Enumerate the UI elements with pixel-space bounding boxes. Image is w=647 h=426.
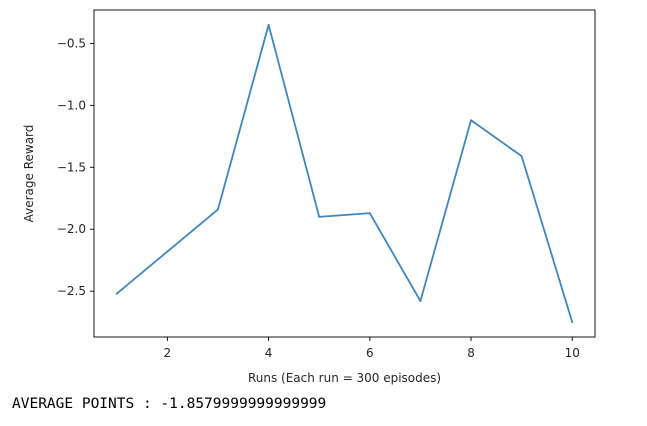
- x-tick-label: 2: [164, 346, 172, 360]
- data-point: [115, 292, 118, 295]
- y-tick-label: −1.0: [57, 98, 86, 112]
- x-axis-label: Runs (Each run = 300 episodes): [248, 371, 441, 385]
- data-point: [419, 300, 422, 302]
- y-axis-label: Average Reward: [22, 125, 36, 223]
- data-point: [571, 321, 574, 324]
- average-points-output: AVERAGE POINTS : -1.8579999999999999: [12, 396, 327, 412]
- y-axis-ticks: −0.5 −1.0 −1.5 −2.0 −2.5: [57, 36, 94, 298]
- data-points: [115, 23, 574, 324]
- x-axis-ticks: 2 4 6 8 10: [164, 337, 580, 360]
- series-line: [115, 23, 574, 324]
- data-point: [267, 23, 270, 26]
- plot-frame: [93, 9, 596, 338]
- data-point: [470, 119, 472, 122]
- x-tick-label: 10: [565, 346, 580, 360]
- x-tick-label: 4: [265, 346, 273, 360]
- y-tick-label: −0.5: [57, 36, 86, 50]
- data-point: [520, 155, 523, 158]
- data-point: [217, 208, 219, 211]
- line-chart: 2 4 6 8 10 −0.5 −1.0 −1.5 −2.0 −2.5 Runs (Each r…: [22, 9, 596, 385]
- x-tick-label: 8: [467, 346, 475, 360]
- x-tick-label: 6: [366, 346, 374, 360]
- data-point: [166, 250, 169, 253]
- data-point: [318, 215, 321, 218]
- y-tick-label: −2.0: [57, 222, 86, 236]
- y-tick-label: −2.5: [57, 284, 86, 298]
- data-point: [368, 212, 371, 215]
- y-tick-label: −1.5: [57, 160, 86, 174]
